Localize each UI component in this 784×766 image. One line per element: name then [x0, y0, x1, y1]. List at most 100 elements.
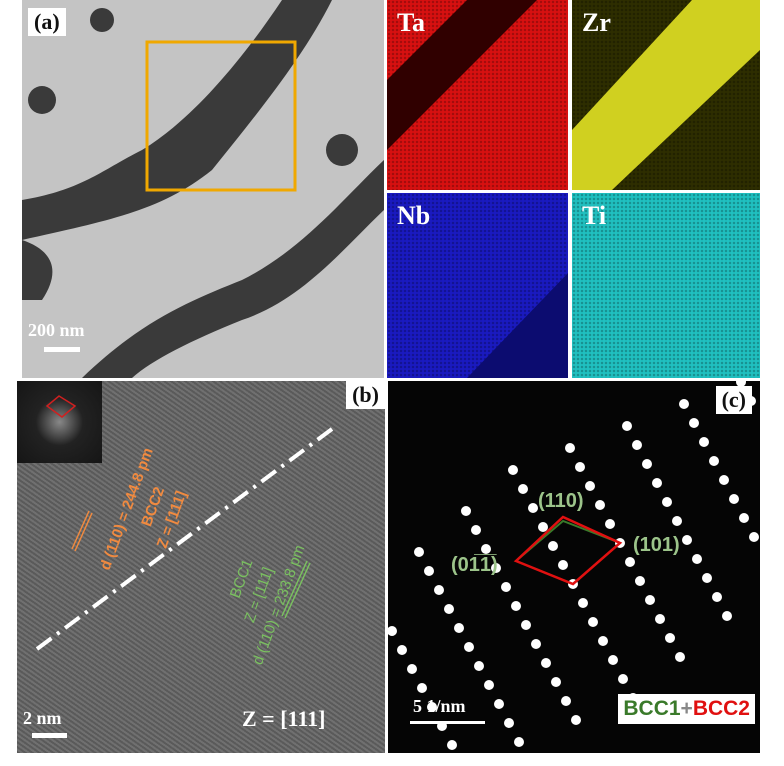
- diffraction-spot: [491, 563, 501, 573]
- diffraction-spot: [551, 677, 561, 687]
- diffraction-spot: [538, 522, 548, 532]
- diffraction-spot: [702, 573, 712, 583]
- panel-c-label: (c): [715, 386, 752, 414]
- diffraction-spot: [414, 547, 424, 557]
- scale-bar: [410, 721, 485, 724]
- spot-label-110: (110): [538, 490, 584, 512]
- panel-a-label: (a): [28, 8, 66, 36]
- diffraction-spot: [561, 696, 571, 706]
- diffraction-spot: [511, 601, 521, 611]
- diffraction-spot: [548, 541, 558, 551]
- diffraction-spot: [689, 418, 699, 428]
- phase-legend: BCC1+BCC2: [618, 694, 755, 724]
- diffraction-spot: [427, 702, 437, 712]
- diffraction-spot: [652, 478, 662, 488]
- diffraction-spot: [662, 497, 672, 507]
- diffraction-spot: [699, 437, 709, 447]
- diffraction-spot: [665, 633, 675, 643]
- diffraction-spot: [407, 664, 417, 674]
- diffraction-spot: [447, 740, 457, 750]
- diffraction-spot: [471, 525, 481, 535]
- diffraction-spot: [655, 614, 665, 624]
- diffraction-spot: [494, 699, 504, 709]
- diffraction-spot: [424, 566, 434, 576]
- zone-axis-label: Z = [111]: [242, 706, 326, 731]
- diffraction-spot: [618, 674, 628, 684]
- eds-map-nb: Nb: [387, 193, 568, 378]
- diffraction-spot: [461, 506, 471, 516]
- diffraction-spot: [481, 544, 491, 554]
- diffraction-spot: [709, 456, 719, 466]
- diffraction-spot: [598, 636, 608, 646]
- legend-bcc2: BCC2: [692, 697, 750, 720]
- sem-phase-regions: [22, 0, 384, 378]
- diffraction-spot: [692, 554, 702, 564]
- scale-bar-label: 2 nm: [23, 708, 62, 728]
- legend-bcc1: BCC1: [623, 697, 681, 720]
- element-label: Ta: [397, 8, 425, 37]
- diffraction-spot: [625, 557, 635, 567]
- diffraction-spot: [712, 592, 722, 602]
- diffraction-spot: [514, 737, 524, 747]
- spot-label-01-1: (01̅1̅): [451, 554, 498, 576]
- diffraction-spot: [719, 475, 729, 485]
- diffraction-spot: [635, 576, 645, 586]
- diffraction-spot: [595, 500, 605, 510]
- diffraction-spot: [541, 658, 551, 668]
- diffraction-spot: [484, 680, 494, 690]
- diffraction-spot: [388, 626, 397, 636]
- diffraction-spot: [454, 623, 464, 633]
- legend-plus: +: [680, 697, 693, 720]
- eds-map-ta: Ta: [387, 0, 568, 190]
- diffraction-spot: [749, 532, 759, 542]
- diffraction-spot: [501, 582, 511, 592]
- eds-map-ti: Ti: [572, 193, 760, 378]
- diffraction-spot: [571, 715, 581, 725]
- bcc1-unit-cell: [514, 519, 622, 586]
- diffraction-spot: [504, 718, 514, 728]
- diffraction-spot: [508, 465, 518, 475]
- diffraction-spot: [642, 459, 652, 469]
- diffraction-spot: [722, 611, 732, 621]
- diffraction-spot: [675, 652, 685, 662]
- spot-label-101: (101): [633, 534, 680, 556]
- scale-bar: [32, 733, 67, 738]
- panel-b-label: (b): [346, 381, 385, 409]
- diffraction-spot: [518, 484, 528, 494]
- diffraction-spot: [397, 645, 407, 655]
- diffraction-spot: [565, 443, 575, 453]
- diffraction-spot: [679, 399, 689, 409]
- eds-map-zr: Zr: [572, 0, 760, 190]
- diffraction-spot: [682, 535, 692, 545]
- diffraction-spot: [608, 655, 618, 665]
- diffraction-spot: [578, 598, 588, 608]
- diffraction-spot: [464, 642, 474, 652]
- diffraction-spot: [575, 462, 585, 472]
- element-label: Ti: [582, 201, 607, 230]
- panel-a-sem-image: (a) 200 nm: [22, 0, 384, 378]
- diffraction-spot: [417, 683, 427, 693]
- scale-bar-label: 200 nm: [28, 320, 85, 340]
- diffraction-spot: [531, 639, 541, 649]
- diffraction-spot: [736, 381, 746, 387]
- element-label: Nb: [397, 201, 431, 230]
- diffraction-spot: [622, 421, 632, 431]
- diffraction-spot: [729, 494, 739, 504]
- diffraction-spot: [521, 620, 531, 630]
- diffraction-spot: [434, 585, 444, 595]
- panel-b-hrtem-image: d (110) = 244.8 pm BCC2 Z = [111] BCC1 Z…: [17, 381, 385, 753]
- diffraction-spot: [558, 560, 568, 570]
- diffraction-spot: [528, 503, 538, 513]
- diffraction-spot: [585, 481, 595, 491]
- diffraction-spot: [588, 617, 598, 627]
- diffraction-spot: [672, 516, 682, 526]
- panel-c-diffraction-pattern: (110) (101) (01̅1̅) (c) 5 1/nm BCC1+BCC2: [388, 381, 760, 753]
- diffraction-spot: [632, 440, 642, 450]
- diffraction-spot: [605, 519, 615, 529]
- fft-inset: [17, 381, 102, 463]
- region-of-interest-box: [145, 40, 297, 192]
- diffraction-spot: [444, 604, 454, 614]
- diffraction-spot: [474, 661, 484, 671]
- diffraction-spot: [739, 513, 749, 523]
- scale-bar: [44, 347, 80, 352]
